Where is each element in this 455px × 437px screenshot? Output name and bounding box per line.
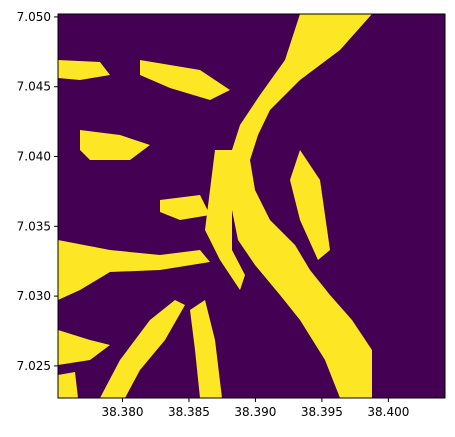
- raster-region: [100, 300, 185, 398]
- x-tick-label: 38.380: [101, 405, 143, 419]
- y-tick-label: 7.040: [17, 150, 51, 164]
- raster-region: [80, 130, 150, 160]
- raster-region: [290, 150, 330, 260]
- raster-region: [228, 14, 372, 398]
- y-tick-label: 7.035: [17, 219, 51, 233]
- x-tick-label: 38.395: [301, 405, 343, 419]
- raster-region: [140, 60, 230, 100]
- y-tick-label: 7.050: [17, 10, 51, 24]
- raster-region: [58, 330, 110, 365]
- y-tick-label: 7.045: [17, 80, 51, 94]
- raster-foreground: [58, 14, 372, 398]
- raster-region: [58, 385, 70, 398]
- y-tick-label: 7.030: [17, 289, 51, 303]
- raster-region: [160, 195, 210, 220]
- raster-region: [190, 300, 222, 398]
- x-tick-label: 38.390: [234, 405, 276, 419]
- axes-frame: [57, 13, 446, 399]
- raster-region: [58, 60, 110, 80]
- x-tick-label: 38.400: [367, 405, 409, 419]
- raster-region: [205, 150, 245, 290]
- y-tick-label: 7.025: [17, 359, 51, 373]
- x-tick-label: 38.385: [168, 405, 210, 419]
- raster-region: [58, 240, 210, 300]
